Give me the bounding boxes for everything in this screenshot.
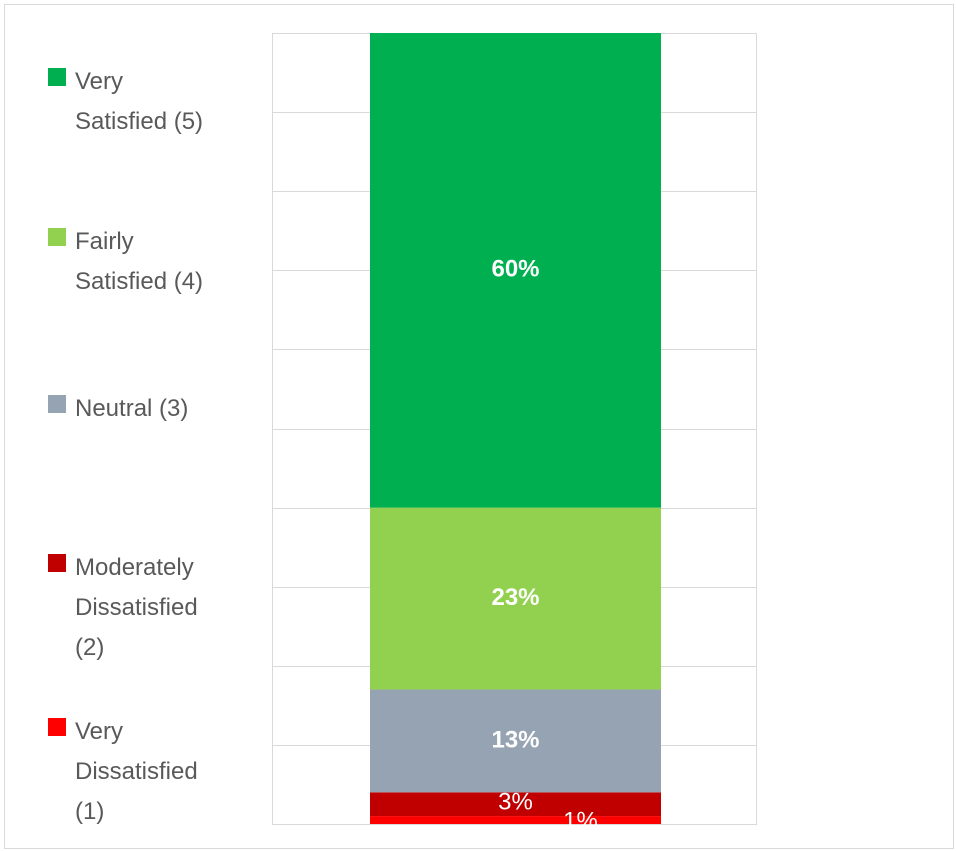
chart-frame (4, 4, 954, 849)
legend-swatch (48, 228, 66, 246)
data-label: 13% (491, 726, 539, 753)
legend-label-line: (1) (75, 798, 105, 825)
bar-segment-fairly-satisfied-4 (370, 507, 661, 690)
legend-label-line: Very (75, 718, 124, 745)
legend-label-line: Fairly (75, 228, 134, 255)
legend-swatch (48, 395, 66, 413)
legend-label-line: Very (75, 68, 124, 95)
legend-swatch (48, 554, 66, 572)
legend-label-line: (2) (75, 634, 105, 661)
legend-label-line: Dissatisfied (75, 758, 198, 785)
legend-swatch (48, 718, 66, 736)
legend-label-line: Dissatisfied (75, 594, 198, 621)
legend-label-line: Satisfied (4) (75, 268, 204, 295)
bar-segment-moderately-dissatisfied-2 (370, 792, 661, 817)
bar-segment-very-dissatisfied-1 (370, 816, 661, 824)
legend-label-line: Neutral (3) (75, 395, 189, 422)
data-label: 3% (498, 789, 533, 816)
legend-swatch (48, 68, 66, 86)
chart-legend: Very Satisfied (5) Fairly Satisfied (4) … (48, 0, 248, 851)
legend-label-line: Moderately (75, 554, 194, 581)
data-label: 1% (563, 807, 598, 834)
data-label: 60% (491, 256, 539, 283)
bar-segment-neutral-3 (370, 689, 661, 793)
data-label: 23% (491, 584, 539, 611)
bar-segment-very-satisfied-5 (370, 33, 661, 508)
legend-label-line: Satisfied (5) (75, 108, 204, 135)
